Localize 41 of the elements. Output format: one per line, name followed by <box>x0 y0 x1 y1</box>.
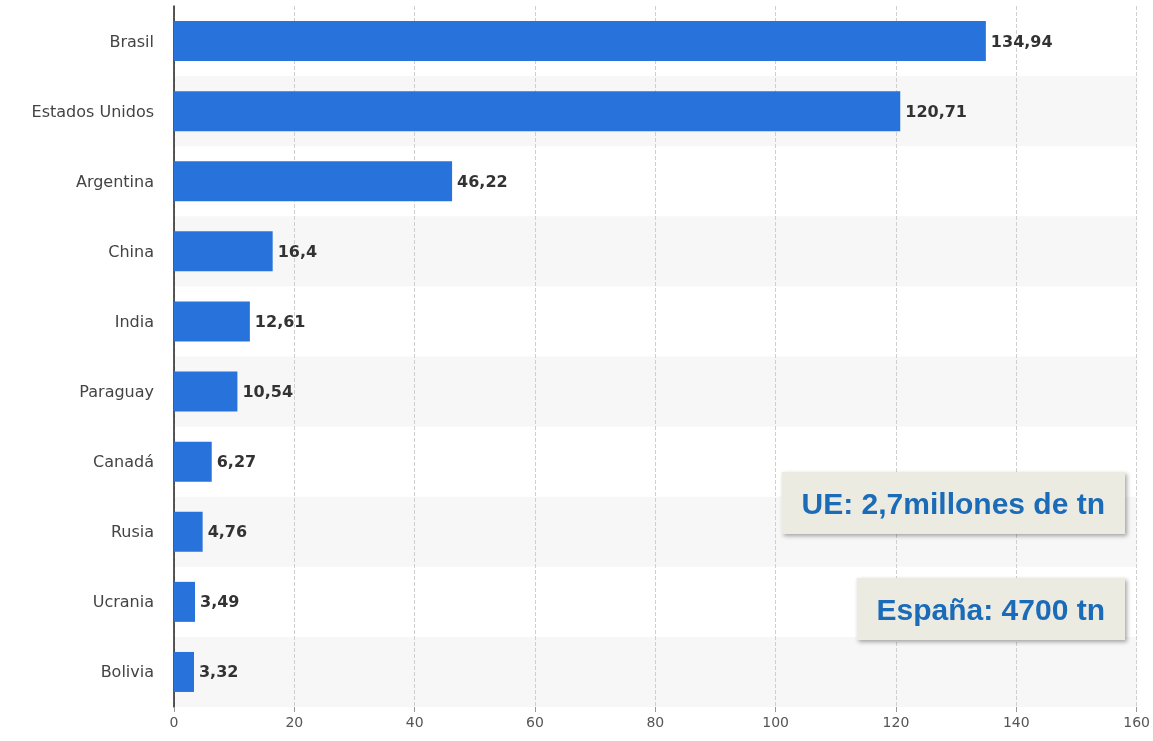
y-tick-label: Rusia <box>110 522 154 542</box>
x-tick-label: 80 <box>646 714 665 730</box>
data-label: 120,71 <box>905 101 967 121</box>
bar <box>174 651 194 692</box>
y-tick-label: Paraguay <box>79 382 154 402</box>
x-tick-label: 120 <box>882 714 910 730</box>
bar <box>174 441 212 482</box>
bar <box>174 91 901 132</box>
data-label: 3,32 <box>198 662 239 682</box>
bar <box>174 231 273 272</box>
data-label: 12,61 <box>254 311 306 331</box>
x-tick-label: 60 <box>526 714 544 730</box>
bar <box>174 581 195 622</box>
x-tick-label: 140 <box>1002 714 1030 730</box>
y-tick-label: Bolivia <box>100 662 154 682</box>
data-label: 4,76 <box>207 522 248 542</box>
annotation: UE: 2,7millones de tn <box>801 486 1106 520</box>
x-tick-label: 20 <box>285 714 304 730</box>
data-label: 16,4 <box>277 241 318 261</box>
data-label: 46,22 <box>457 171 508 191</box>
y-tick-label: Brasil <box>109 31 154 51</box>
y-tick-label: Canadá <box>93 452 154 472</box>
data-label: 3,49 <box>200 592 240 612</box>
bar <box>174 371 238 412</box>
bar <box>174 511 203 552</box>
bar <box>174 161 453 202</box>
bar <box>174 21 986 62</box>
annotation: España: 4700 tn <box>876 592 1106 626</box>
bar <box>174 301 250 342</box>
data-label: 134,94 <box>990 31 1053 51</box>
x-tick-label: 100 <box>762 714 790 730</box>
y-tick-label: Estados Unidos <box>31 101 154 121</box>
y-tick-label: China <box>108 241 154 261</box>
y-tick-label: Ucrania <box>92 592 154 612</box>
y-tick-label: Argentina <box>75 171 154 191</box>
y-tick-label: India <box>114 311 154 331</box>
x-tick-label: 40 <box>405 714 424 730</box>
x-tick-label: 0 <box>169 714 179 730</box>
x-tick-label: 160 <box>1123 714 1151 730</box>
data-label: 6,27 <box>216 452 257 472</box>
data-label: 10,54 <box>242 382 294 402</box>
